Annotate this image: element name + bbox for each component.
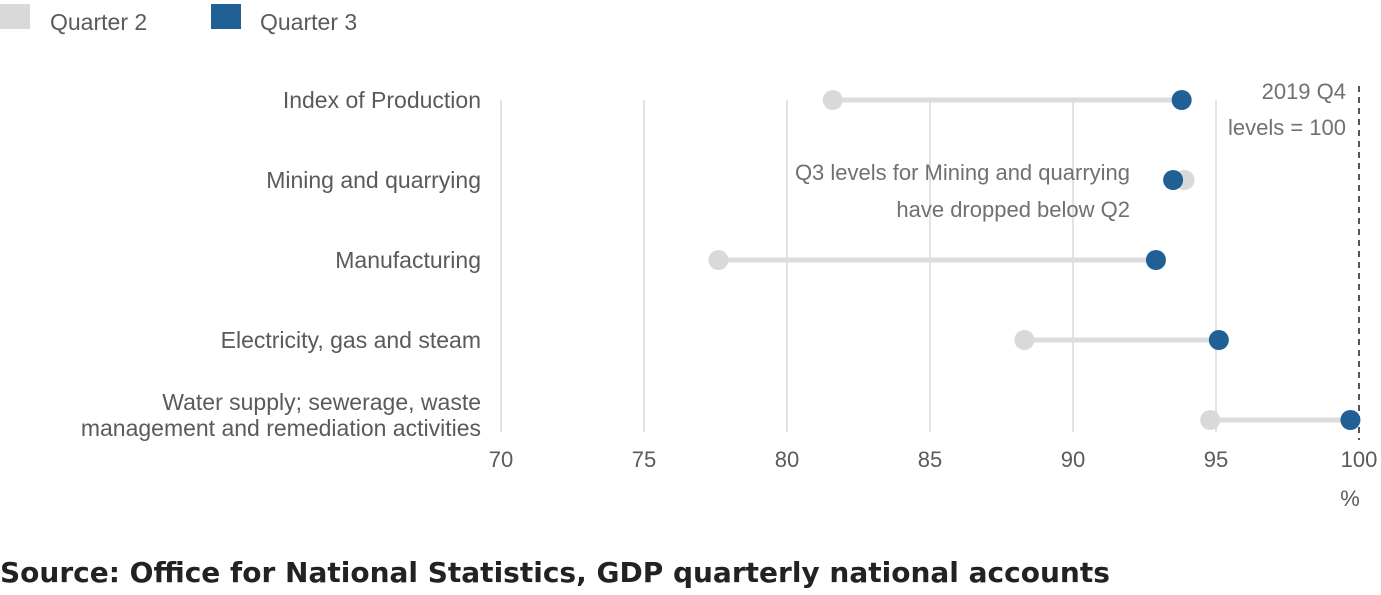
category-label-5-line-2: management and remediation activities bbox=[81, 415, 481, 441]
quarter-3-point-3 bbox=[1145, 250, 1166, 270]
category-label-4: Electricity, gas and steam bbox=[221, 327, 481, 353]
quarter-2-point-3 bbox=[708, 250, 729, 270]
quarter-3-point-1 bbox=[1171, 90, 1192, 110]
x-tick-label-85: 85 bbox=[918, 447, 942, 472]
grid-lines bbox=[500, 100, 1217, 432]
x-tick-label-70: 70 bbox=[489, 447, 513, 472]
legend: Quarter 2 Quarter 3 bbox=[0, 4, 357, 35]
connector-lines bbox=[715, 97, 1353, 423]
quarter-3-point-5 bbox=[1340, 410, 1361, 430]
source-note: Source: Office for National Statistics, … bbox=[0, 556, 1110, 589]
quarter-3-point-2 bbox=[1163, 170, 1184, 190]
quarter-3-point-4 bbox=[1208, 330, 1229, 350]
x-axis-unit-label: % bbox=[1340, 486, 1360, 511]
x-tick-label-80: 80 bbox=[775, 447, 799, 472]
category-label-1: Index of Production bbox=[283, 87, 481, 113]
category-label-3: Manufacturing bbox=[335, 247, 481, 273]
x-tick-label-100: 100 bbox=[1341, 447, 1378, 472]
x-tick-label-95: 95 bbox=[1204, 447, 1228, 472]
legend-swatch-2 bbox=[211, 4, 241, 29]
quarter-2-point-4 bbox=[1014, 330, 1035, 350]
legend-label-2: Quarter 3 bbox=[260, 9, 357, 35]
annotation-text-1: Q3 levels for Mining and quarrying bbox=[795, 160, 1130, 185]
quarter-2-point-5 bbox=[1200, 410, 1221, 430]
quarter-2-point-1 bbox=[822, 90, 843, 110]
reference-line: 2019 Q4 levels = 100 bbox=[1228, 79, 1360, 440]
x-tick-label-75: 75 bbox=[632, 447, 656, 472]
reference-line-label-1: 2019 Q4 bbox=[1262, 79, 1346, 104]
data-points bbox=[708, 90, 1361, 430]
legend-swatch-1 bbox=[0, 4, 30, 29]
annotation: Q3 levels for Mining and quarrying have d… bbox=[795, 160, 1130, 222]
reference-line-label-2: levels = 100 bbox=[1228, 115, 1346, 140]
category-labels: Index of Production Mining and quarrying M… bbox=[81, 87, 481, 441]
category-label-2: Mining and quarrying bbox=[266, 167, 481, 193]
x-axis-ticks: 70 75 80 85 90 95 100 bbox=[489, 447, 1378, 472]
x-tick-label-90: 90 bbox=[1061, 447, 1085, 472]
category-label-5-line-1: Water supply; sewerage, waste bbox=[162, 389, 481, 415]
legend-label-1: Quarter 2 bbox=[50, 9, 147, 35]
annotation-text-2: have dropped below Q2 bbox=[896, 197, 1130, 222]
